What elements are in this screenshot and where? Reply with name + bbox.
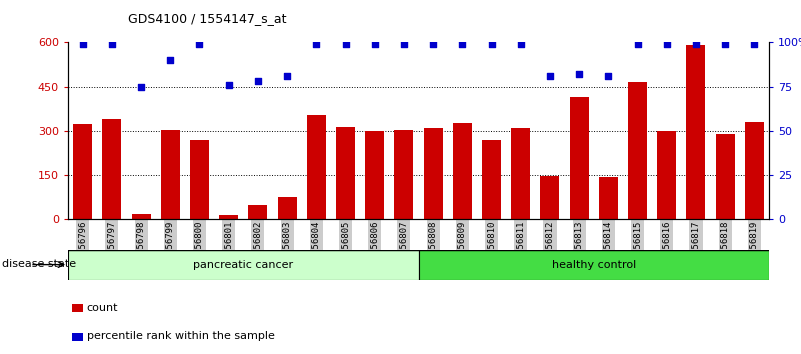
Point [602, 73, 614, 79]
Bar [131, 213, 151, 219]
Bar [161, 130, 179, 219]
Point [76, 41, 89, 47]
Point [660, 41, 673, 47]
Text: disease state: disease state [2, 259, 76, 269]
Bar [418, 250, 769, 280]
Bar [745, 122, 764, 219]
Bar [570, 97, 589, 219]
Point [135, 84, 147, 90]
Bar [365, 131, 384, 219]
Point [514, 41, 527, 47]
Point [573, 72, 586, 77]
Bar [541, 176, 559, 219]
Point [368, 41, 381, 47]
Bar [190, 140, 209, 219]
Point [544, 73, 557, 79]
Point [339, 41, 352, 47]
Bar [511, 128, 530, 219]
Bar [482, 140, 501, 219]
Text: percentile rank within the sample: percentile rank within the sample [87, 331, 275, 341]
Bar [73, 124, 92, 219]
Bar [658, 131, 676, 219]
Point [223, 82, 235, 88]
Bar [424, 128, 443, 219]
Text: healthy control: healthy control [552, 259, 636, 270]
Bar [103, 119, 122, 219]
Text: count: count [87, 303, 118, 313]
Point [193, 41, 206, 47]
Point [164, 57, 177, 63]
Bar [599, 177, 618, 219]
Point [748, 41, 761, 47]
Bar [248, 205, 268, 219]
Text: GDS4100 / 1554147_s_at: GDS4100 / 1554147_s_at [128, 12, 287, 25]
Point [631, 41, 644, 47]
Point [310, 41, 323, 47]
Point [397, 41, 410, 47]
Bar [68, 250, 418, 280]
Point [690, 41, 702, 47]
Point [485, 41, 498, 47]
Bar [686, 45, 706, 219]
Point [456, 41, 469, 47]
Point [252, 79, 264, 84]
Point [718, 41, 731, 47]
Point [106, 41, 119, 47]
Bar [336, 127, 355, 219]
Bar [453, 123, 472, 219]
Bar [628, 82, 647, 219]
Bar [219, 215, 238, 219]
Point [280, 73, 293, 79]
Bar [715, 134, 735, 219]
Bar [307, 115, 326, 219]
Point [427, 41, 440, 47]
Bar [394, 130, 413, 219]
Text: pancreatic cancer: pancreatic cancer [193, 259, 293, 270]
Bar [278, 198, 296, 219]
